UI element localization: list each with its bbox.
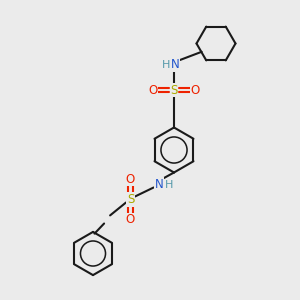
Text: O: O [190,83,200,97]
Text: H: H [164,179,173,190]
Text: O: O [126,172,135,186]
Text: N: N [154,178,164,191]
Text: S: S [170,83,178,97]
Text: S: S [127,193,134,206]
Text: H: H [161,59,170,70]
Text: O: O [126,213,135,226]
Text: N: N [171,58,180,71]
Text: O: O [148,83,158,97]
